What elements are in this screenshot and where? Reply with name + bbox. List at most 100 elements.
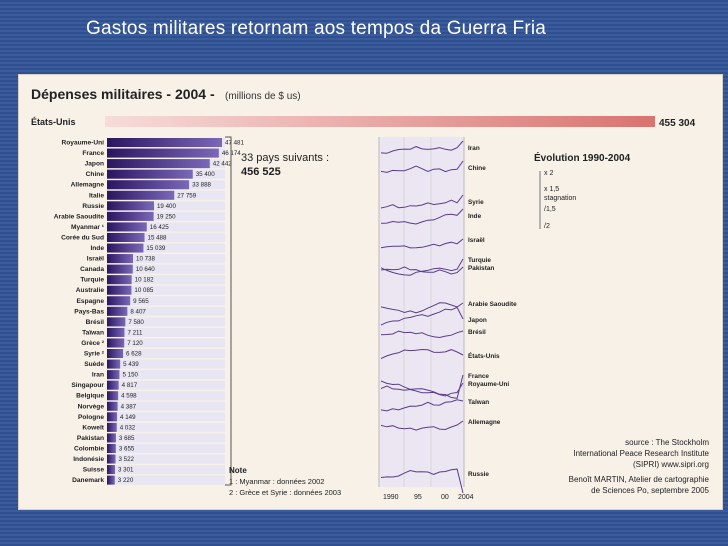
bar-track xyxy=(107,391,225,401)
legend-div15: /1,5 xyxy=(544,206,556,213)
bar-label: Singapour xyxy=(71,382,104,389)
chart-panel: Dépenses militaires - 2004 - (millions d… xyxy=(18,74,723,510)
bar-track xyxy=(107,275,225,285)
bar-track xyxy=(107,401,225,411)
bar xyxy=(107,232,145,242)
chart-title: Dépenses militaires - 2004 - xyxy=(31,86,215,102)
bar-track xyxy=(107,465,225,475)
bar-track xyxy=(107,443,225,453)
evolution-series-label: Japon xyxy=(468,317,487,324)
top-bar-label: États-Unis xyxy=(31,117,76,127)
bar xyxy=(107,359,121,369)
bar-value-label: 7 120 xyxy=(127,340,143,347)
bar xyxy=(107,138,222,148)
evolution-line xyxy=(380,399,464,412)
evolution-line xyxy=(380,160,464,173)
bar-value-label: 35 400 xyxy=(196,171,215,178)
bar-value-label: 6 628 xyxy=(126,351,142,358)
evolution-legend: Évolution 1990-2004 x 2 x 1,5 stagnation… xyxy=(534,151,631,230)
bar-label: Japon xyxy=(85,161,104,168)
bar-value-label: 5 150 xyxy=(122,372,138,379)
bar-label: Italie xyxy=(89,192,104,199)
bar-value-label: 4 598 xyxy=(121,393,137,400)
bar-value-label: 10 640 xyxy=(136,266,155,273)
source-line-2: International Peace Research Institute xyxy=(573,449,709,458)
bar-value-label: 5 439 xyxy=(123,361,139,368)
bar-value-label: 42 442 xyxy=(213,161,232,168)
legend-div2: /2 xyxy=(544,223,550,230)
bar-label: Russie xyxy=(82,203,104,210)
bar-label: Myanmar ¹ xyxy=(71,224,104,231)
bar-label: Arabie Saoudite xyxy=(54,213,105,220)
bar xyxy=(107,254,134,264)
evolution-line xyxy=(380,374,464,399)
evolution-plot-area xyxy=(379,137,464,487)
evolution-line xyxy=(380,302,464,314)
bar-label: Colombie xyxy=(74,445,104,452)
evolution-line xyxy=(380,348,464,359)
top-bar-value: 455 304 xyxy=(659,118,696,129)
bar-label: Allemagne xyxy=(71,182,105,189)
bar-value-label: 7 580 xyxy=(128,319,144,326)
bracket-value: 456 525 xyxy=(241,166,281,178)
evolution-line xyxy=(380,306,464,326)
bar-track xyxy=(107,412,225,422)
evolution-series-label: Brésil xyxy=(468,329,486,336)
evolution-series-label: Taïwan xyxy=(468,399,489,406)
evolution-line xyxy=(380,266,464,275)
evolution-series-label: Israël xyxy=(468,237,485,244)
bar-label: Canada xyxy=(80,266,104,273)
legend-x2: x 2 xyxy=(544,170,553,177)
notes-block: Note 1 : Myanmar : données 2002 2 : Grèc… xyxy=(229,466,341,497)
evolution-series-label: Chine xyxy=(468,165,486,172)
bar xyxy=(107,465,115,475)
bar-track xyxy=(107,285,225,295)
bar-track xyxy=(107,349,225,359)
bar-track xyxy=(107,380,225,390)
evolution-series-label: Russie xyxy=(468,471,489,478)
bar-value-label: 19 250 xyxy=(157,213,176,220)
header-band xyxy=(19,75,722,111)
evolution-panel: 1990 95 00 2004 Iran Chine Syrie Inde Israël… xyxy=(378,137,517,501)
bar-value-label: 3 655 xyxy=(119,445,135,452)
evolution-line xyxy=(380,238,464,249)
bar xyxy=(107,433,116,443)
bar-value-label: 27 759 xyxy=(177,192,196,199)
bar-value-label: 7 211 xyxy=(127,329,143,336)
bar xyxy=(107,391,119,401)
evolution-line xyxy=(380,382,464,397)
bar-value-label: 33 888 xyxy=(192,182,211,189)
notes-title: Note xyxy=(229,466,247,475)
evolution-series-label: Turquie xyxy=(468,257,491,264)
bar-track xyxy=(107,211,225,221)
bar-track xyxy=(107,264,225,274)
bar-value-label: 3 685 xyxy=(119,435,135,442)
bar xyxy=(107,285,132,295)
bar-label: Inde xyxy=(90,245,104,252)
evolution-line xyxy=(380,330,464,339)
bar-label: Koweït xyxy=(82,424,104,431)
country-bars: Royaume-Uni 47 481 France 46 174 Japon 42 442… xyxy=(54,138,244,485)
note-line-2: 2 : Grèce et Syrie : données 2003 xyxy=(229,488,341,497)
bar-value-label: 4 032 xyxy=(120,424,136,431)
bar-value-label: 15 488 xyxy=(148,234,167,241)
bar-value-label: 10 085 xyxy=(134,287,153,294)
bracket-label: 33 pays suivants : xyxy=(241,152,329,164)
top-bar-united-states xyxy=(105,116,655,127)
bar xyxy=(107,190,175,200)
bar-value-label: 16 425 xyxy=(150,224,169,231)
bar-value-label: 4 149 xyxy=(120,414,136,421)
bar xyxy=(107,370,120,380)
bar-track xyxy=(107,454,225,464)
bar-value-label: 3 220 xyxy=(118,477,134,484)
bar-value-label: 4 817 xyxy=(122,382,138,389)
bar xyxy=(107,211,154,221)
bar-label: Danemark xyxy=(72,477,104,484)
evo-tick-1990: 1990 xyxy=(383,494,399,501)
bar-track xyxy=(107,338,225,348)
bar-value-label: 3 301 xyxy=(118,467,134,474)
bar xyxy=(107,412,118,422)
bar-track xyxy=(107,254,225,264)
bar-track xyxy=(107,232,225,242)
bar-value-label: 9 565 xyxy=(133,298,149,305)
